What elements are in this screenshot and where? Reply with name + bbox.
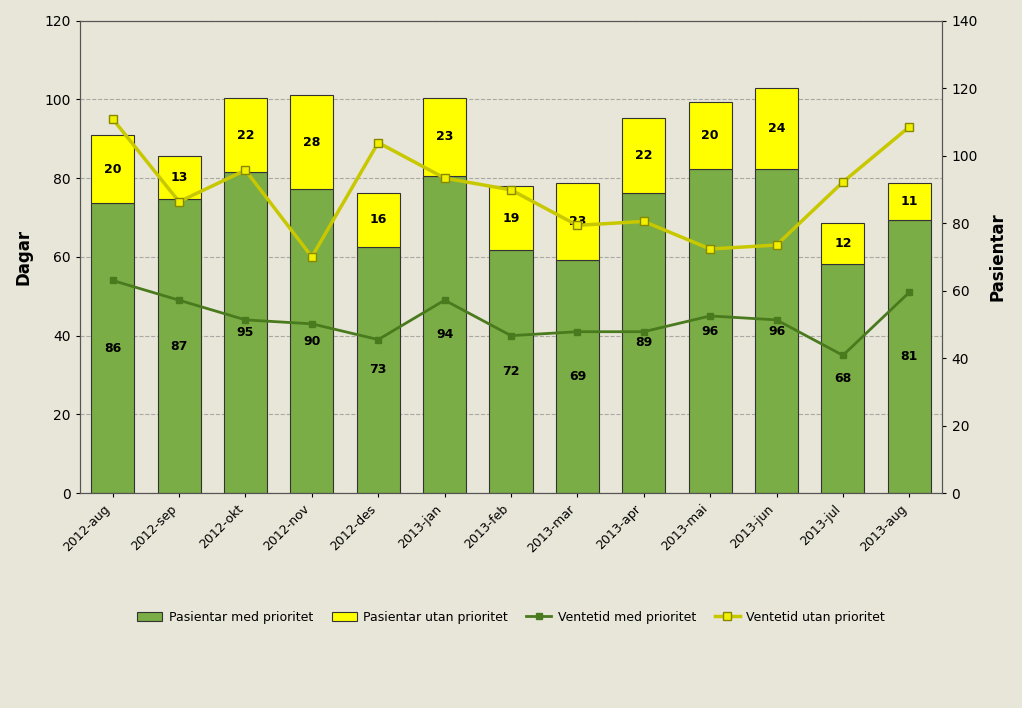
Y-axis label: Pasientar: Pasientar xyxy=(989,212,1007,301)
Y-axis label: Dagar: Dagar xyxy=(15,229,33,285)
Text: 68: 68 xyxy=(834,372,851,385)
Text: 95: 95 xyxy=(237,326,254,339)
Legend: Pasientar med prioritet, Pasientar utan prioritet, Ventetid med prioritet, Vente: Pasientar med prioritet, Pasientar utan … xyxy=(133,606,889,629)
Text: 16: 16 xyxy=(370,213,387,227)
Bar xyxy=(157,200,200,493)
Bar xyxy=(622,118,665,193)
Text: 19: 19 xyxy=(502,212,520,224)
Bar xyxy=(556,261,599,493)
Bar xyxy=(689,101,732,169)
Text: 87: 87 xyxy=(171,340,188,353)
Text: 86: 86 xyxy=(104,341,122,355)
Text: 72: 72 xyxy=(502,365,520,378)
Text: 81: 81 xyxy=(900,350,918,363)
Bar xyxy=(423,98,466,176)
Bar xyxy=(91,135,134,202)
Bar xyxy=(755,88,798,169)
Text: 22: 22 xyxy=(237,129,254,142)
Bar xyxy=(888,183,931,219)
Text: 11: 11 xyxy=(900,195,918,207)
Text: 89: 89 xyxy=(635,336,652,350)
Text: 28: 28 xyxy=(304,135,321,149)
Text: 73: 73 xyxy=(370,363,387,377)
Bar xyxy=(91,202,134,493)
Text: 23: 23 xyxy=(568,215,586,228)
Bar xyxy=(888,219,931,493)
Bar xyxy=(224,173,267,493)
Bar xyxy=(157,156,200,200)
Bar xyxy=(556,183,599,261)
Bar xyxy=(822,223,865,263)
Bar xyxy=(490,186,532,250)
Text: 13: 13 xyxy=(171,171,188,184)
Text: 12: 12 xyxy=(834,237,851,250)
Bar xyxy=(423,176,466,493)
Text: 23: 23 xyxy=(436,130,454,144)
Text: 96: 96 xyxy=(768,325,785,338)
Bar xyxy=(622,193,665,493)
Bar xyxy=(357,246,400,493)
Bar xyxy=(490,250,532,493)
Text: 24: 24 xyxy=(768,122,785,135)
Text: 90: 90 xyxy=(304,335,321,348)
Text: 22: 22 xyxy=(635,149,652,162)
Text: 20: 20 xyxy=(104,163,122,176)
Bar xyxy=(224,98,267,173)
Text: 96: 96 xyxy=(701,325,718,338)
Text: 20: 20 xyxy=(701,129,718,142)
Text: 69: 69 xyxy=(569,370,586,383)
Bar xyxy=(822,263,865,493)
Bar xyxy=(689,169,732,493)
Bar xyxy=(357,193,400,246)
Bar xyxy=(290,189,333,493)
Text: 94: 94 xyxy=(436,328,454,341)
Bar xyxy=(755,169,798,493)
Bar xyxy=(290,95,333,189)
